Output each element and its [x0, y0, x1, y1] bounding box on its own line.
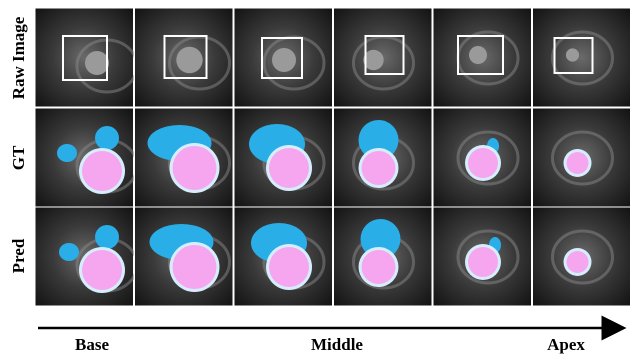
rv-mask — [57, 144, 77, 162]
lv-mask — [82, 151, 122, 191]
heart — [176, 47, 202, 73]
figure: Raw Image GT Pred Base Middle Apex — [0, 0, 630, 355]
axis-label: Base — [75, 335, 109, 354]
lv-mask — [269, 247, 309, 287]
heart — [469, 46, 487, 64]
row-label: Raw Image — [9, 16, 28, 99]
lv-mask — [468, 247, 498, 277]
rv-mask — [59, 243, 79, 261]
mri-panel — [533, 8, 630, 107]
lv-mask — [362, 151, 396, 185]
lv-mask — [173, 245, 217, 289]
lv-mask — [82, 250, 122, 290]
heart — [272, 48, 296, 72]
lv-mask — [269, 148, 309, 188]
axis-label: Middle — [311, 335, 363, 354]
heart — [85, 51, 109, 75]
mri-panel — [35, 8, 134, 107]
lv-mask — [468, 148, 498, 178]
row-label: GT — [9, 145, 28, 170]
lv-mask — [567, 251, 589, 273]
image-grid — [35, 8, 630, 306]
lv-mask — [362, 250, 396, 284]
axis-label: Apex — [547, 335, 585, 354]
row-label: Pred — [9, 238, 28, 273]
heart — [566, 48, 579, 61]
lv-mask — [173, 146, 217, 190]
rv-mask — [95, 225, 119, 249]
lv-mask — [567, 152, 589, 174]
rv-mask — [95, 126, 119, 150]
